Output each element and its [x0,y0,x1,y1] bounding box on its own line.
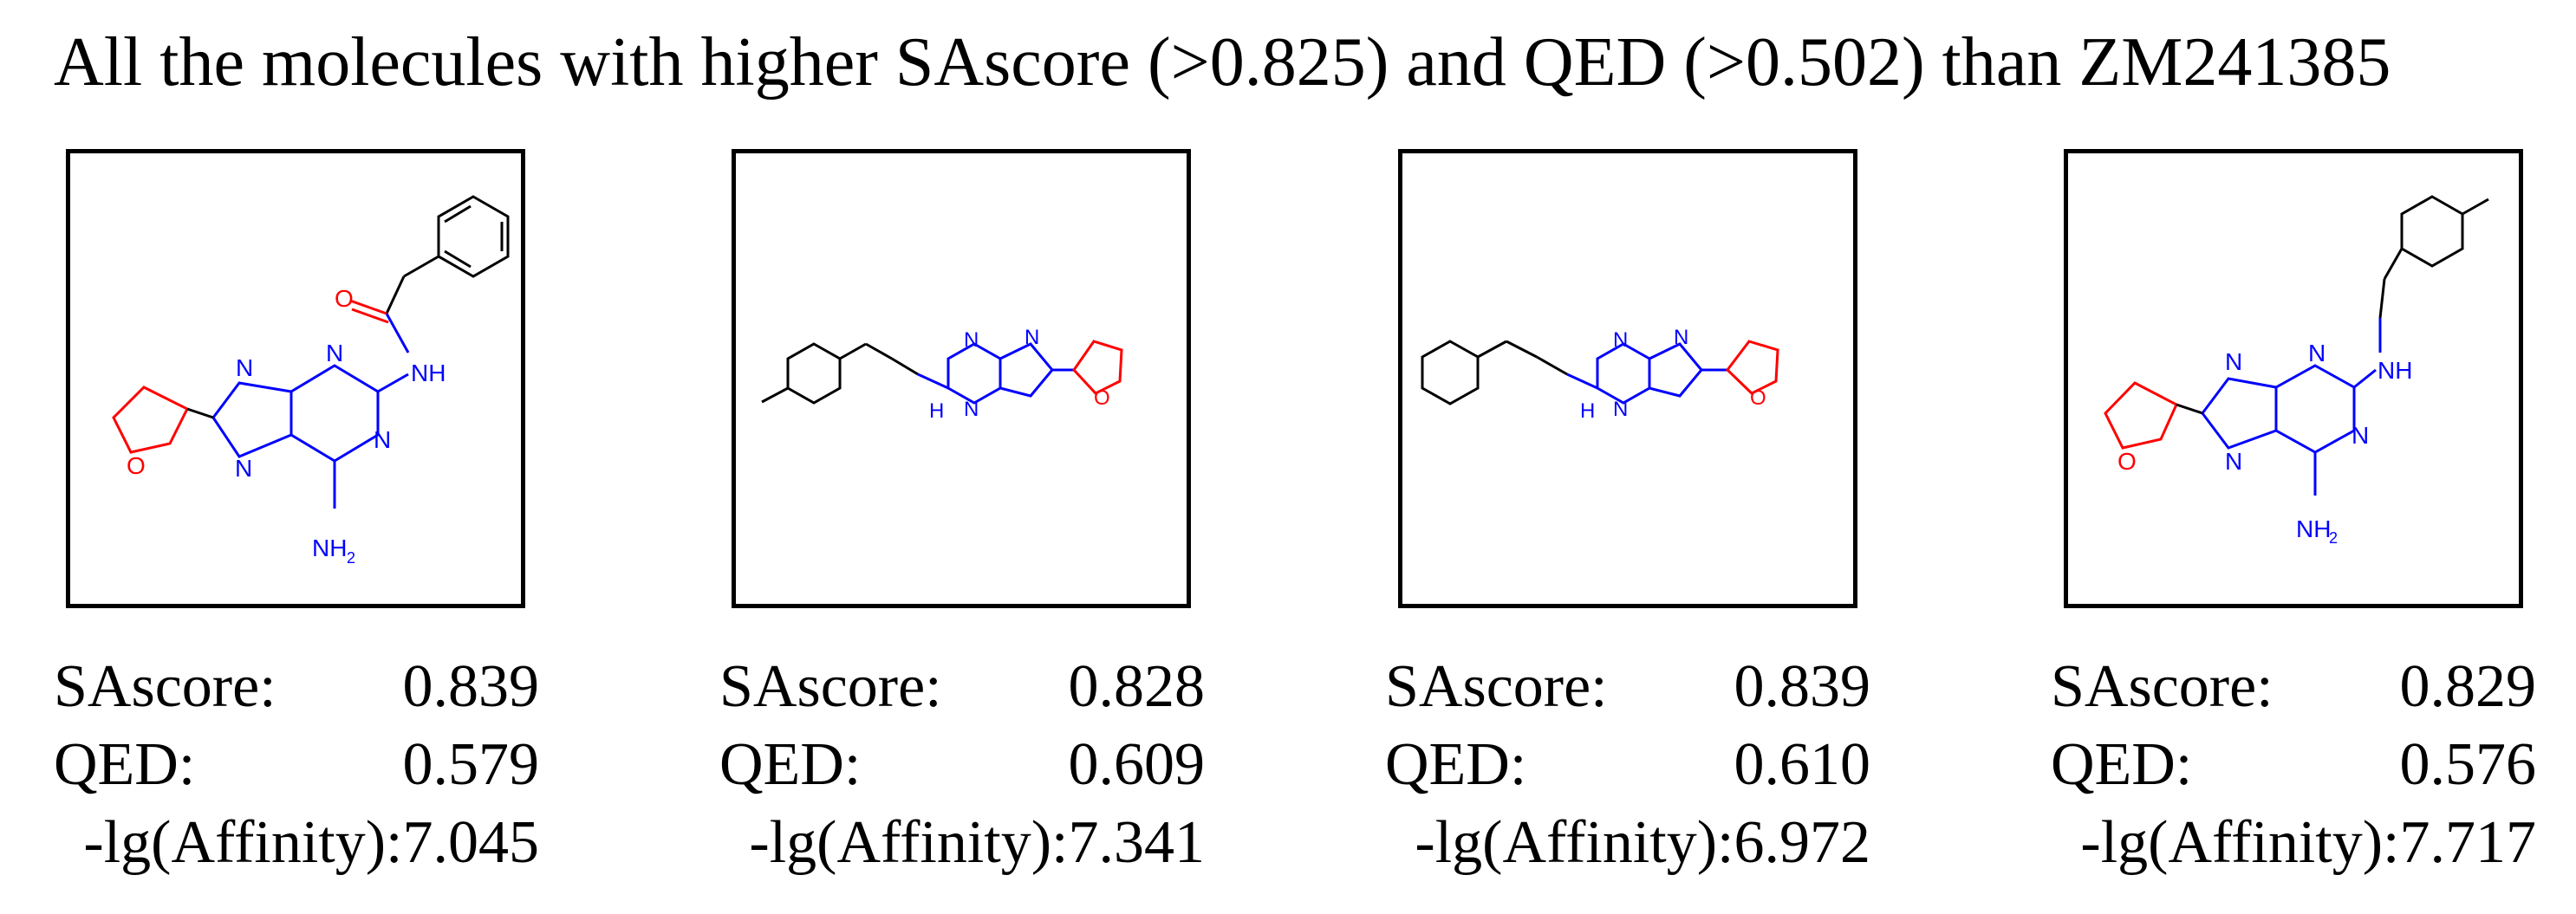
molecule-frame [2064,149,2523,608]
svg-text:N: N [2352,422,2369,449]
affinity-value: 7.341 [1068,809,1206,876]
qed-label: QED: [54,731,196,798]
molecule-panel-3: H N N N O [1398,149,1857,608]
qed-value: 0.579 [402,731,540,798]
sascore-value: 0.829 [2399,653,2537,720]
molecule-frame [732,149,1191,608]
molecule-structure-4: N N N NH N NH 2 O [2104,195,2489,547]
qed-value: 0.610 [1734,731,1871,798]
sascore-label: SAscore: [54,653,276,720]
molecule-stats-1: SAscore: 0.839 QED: 0.579 -lg(Affinity): 7.… [54,648,539,882]
molecule-stats-4: SAscore: 0.829 QED: 0.576 -lg(Affinity): 7.… [2051,648,2536,882]
affinity-value: 6.972 [1734,809,1871,876]
svg-text:NH: NH [2378,357,2412,384]
qed-label: QED: [2051,731,2193,798]
svg-text:N: N [2225,348,2242,375]
affinity-value: 7.717 [2399,809,2537,876]
svg-text:O: O [1750,386,1766,410]
svg-text:N: N [964,328,979,352]
molecule-structure-3: H N N N O [1421,326,1779,423]
svg-text:2: 2 [2329,529,2338,547]
svg-text:O: O [335,285,354,312]
molecule-frame [66,149,525,608]
molecule-structure-1: N N N NH N NH 2 O O [112,195,510,567]
sascore-value: 0.839 [402,653,540,720]
svg-text:O: O [1094,386,1110,410]
qed-label: QED: [1385,731,1527,798]
sascore-label: SAscore: [719,653,942,720]
svg-text:NH: NH [2296,515,2331,542]
svg-text:N: N [1025,326,1039,349]
qed-value: 0.609 [1068,731,1206,798]
svg-text:N: N [2225,448,2242,475]
svg-text:O: O [2117,448,2137,475]
svg-text:N: N [2308,340,2326,366]
affinity-label: -lg(Affinity): [1415,809,1734,876]
sascore-value: 0.828 [1068,653,1206,720]
svg-text:N: N [1613,398,1628,421]
molecule-panel-2: H N N N O [732,149,1191,608]
sascore-label: SAscore: [1385,653,1608,720]
molecule-stats-2: SAscore: 0.828 QED: 0.609 -lg(Affinity): 7.… [719,648,1205,882]
svg-text:N: N [1674,326,1688,349]
affinity-label: -lg(Affinity): [2080,809,2400,876]
svg-text:O: O [127,452,146,479]
molecule-frame [1398,149,1857,608]
svg-text:2: 2 [347,549,355,567]
sascore-label: SAscore: [2051,653,2274,720]
molecule-stats-3: SAscore: 0.839 QED: 0.610 -lg(Affinity): 6.… [1385,648,1870,882]
svg-text:N: N [326,340,343,366]
svg-text:H: H [929,399,944,423]
qed-value: 0.576 [2399,731,2537,798]
svg-text:H: H [1580,399,1595,423]
molecule-structure-2: H N N N O [761,326,1123,423]
molecule-panel-1: N N N NH N NH 2 O O [66,149,525,608]
qed-label: QED: [719,731,862,798]
svg-text:NH: NH [411,360,446,386]
svg-text:N: N [964,398,979,421]
affinity-value: 7.045 [402,809,540,876]
sascore-value: 0.839 [1734,653,1871,720]
affinity-label: -lg(Affinity): [749,809,1069,876]
affinity-label: -lg(Affinity): [83,809,403,876]
svg-text:NH: NH [312,535,347,561]
figure-title: All the molecules with higher SAscore (>… [54,24,2391,100]
svg-text:N: N [236,354,253,381]
svg-text:N: N [374,426,391,453]
svg-text:N: N [1613,328,1628,352]
svg-text:N: N [235,455,252,482]
molecule-panel-4: N N N NH N NH 2 O [2064,149,2523,608]
